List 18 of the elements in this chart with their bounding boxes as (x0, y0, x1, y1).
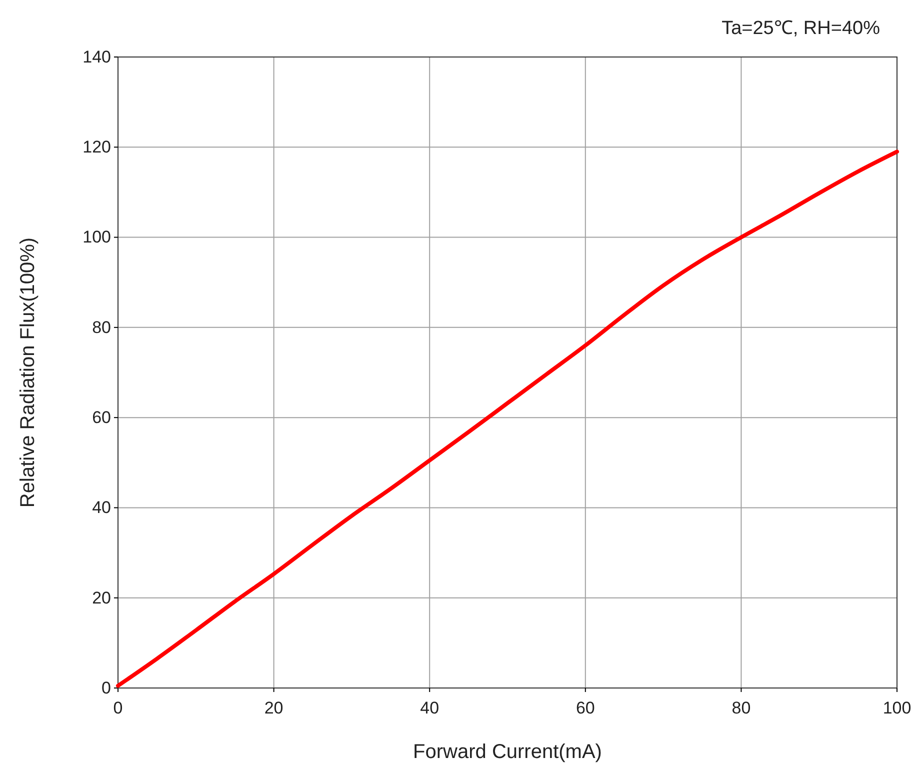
x-tick-label: 100 (882, 698, 912, 718)
line-series (116, 150, 899, 688)
x-axis-title: Forward Current(mA) (413, 741, 602, 763)
y-tick-label: 120 (82, 138, 111, 157)
y-tick-label: 60 (92, 408, 111, 428)
y-tick-label: 0 (102, 678, 111, 698)
y-tick-label: 40 (92, 498, 111, 518)
x-tick-label: 20 (264, 698, 284, 718)
y-axis-title: Relative Radiation Flux(100%) (17, 237, 39, 508)
y-tick-label: 100 (82, 228, 111, 247)
y-tick-label: 140 (82, 47, 111, 66)
x-tick-label: 40 (420, 698, 440, 718)
text: Ta=25℃, RH=40% (722, 18, 880, 39)
x-tick-label: 80 (732, 698, 751, 718)
y-tick-label: 20 (92, 588, 111, 608)
x-tick-label: 0 (113, 698, 123, 718)
y-tick-label: 80 (92, 318, 111, 337)
x-tick-label: 60 (576, 698, 595, 718)
